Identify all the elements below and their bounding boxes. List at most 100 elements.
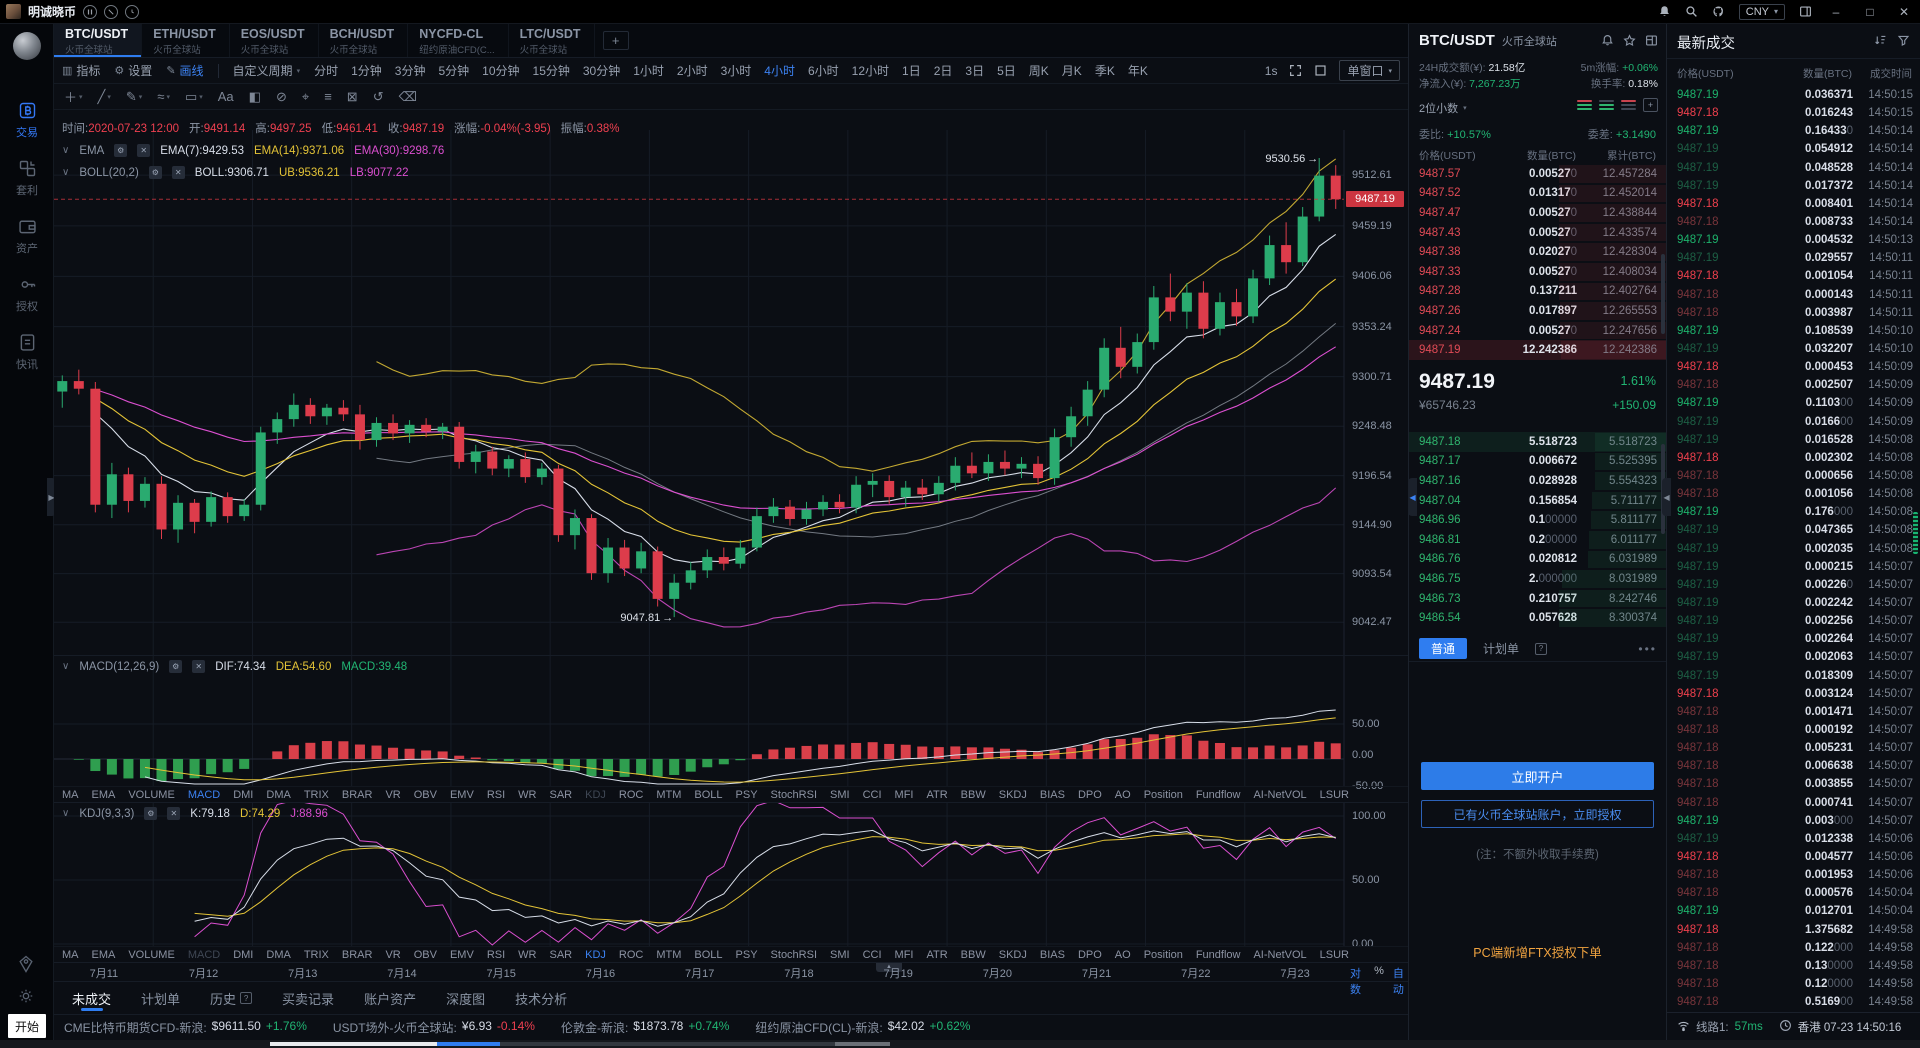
ruler-tool[interactable]: ≡ — [324, 89, 332, 104]
indicator-tab-rsi[interactable]: RSI — [486, 948, 506, 961]
trade-row[interactable]: 9487.19 0.002256 14:50:07 — [1667, 612, 1920, 630]
symbol-tab-btc-usdt[interactable]: BTC/USDT 火币全球站 — [54, 24, 143, 57]
period-2日[interactable]: 2日 — [933, 64, 953, 78]
trade-row[interactable]: 9487.19 0.029557 14:50:11 — [1667, 249, 1920, 267]
help-icon[interactable]: ? — [1535, 642, 1548, 655]
ask-row[interactable]: 9487.33 0.005270 12.408034 — [1409, 262, 1667, 282]
collapse-caret-icon[interactable]: ∨ — [62, 808, 70, 819]
clock-icon[interactable] — [125, 4, 140, 19]
screenshot-tool[interactable]: ⊠ — [347, 89, 358, 105]
ask-row[interactable]: 9487.38 0.020270 12.428304 — [1409, 242, 1667, 262]
indicator-tab-atr[interactable]: ATR — [926, 788, 948, 801]
sidebar-item-2[interactable]: 套利 — [0, 158, 54, 198]
indicator-tab-stochrsi[interactable]: StochRSI — [770, 948, 818, 961]
indicator-tab-bbw[interactable]: BBW — [960, 948, 986, 961]
indicator-tab-sar[interactable]: SAR — [549, 788, 573, 801]
indicator-tab-ao[interactable]: AO — [1114, 948, 1131, 961]
ask-row[interactable]: 9487.19 12.242386 12.242386 — [1409, 340, 1667, 360]
trade-row[interactable]: 9487.18 0.130000 14:49:58 — [1667, 957, 1920, 975]
window-mode-select[interactable]: 单窗口 ▾ — [1339, 60, 1400, 81]
trade-row[interactable]: 9487.18 0.016243 14:50:15 — [1667, 104, 1920, 122]
period-6小时[interactable]: 6小时 — [807, 64, 839, 78]
tab-plan-order[interactable]: 计划单 — [1483, 642, 1520, 656]
indicator-tab-dma[interactable]: DMA — [266, 948, 291, 961]
indicator-tab-brar[interactable]: BRAR — [341, 788, 373, 801]
indicator-tab-dmi[interactable]: DMI — [233, 788, 254, 801]
price-axis[interactable]: 9512.61 9459.19 9406.06 9353.24 9300.71 9248.… — [1344, 130, 1408, 655]
pause-icon[interactable] — [83, 4, 98, 19]
indicator-tab-brar[interactable]: BRAR — [341, 948, 373, 961]
candlestick-chart[interactable]: 时间:2020-07-23 12:00 开:9491.14 高:9497.25 低:9… — [54, 110, 1408, 655]
indicator-tab-ma[interactable]: MA — [62, 948, 79, 961]
kdj-pane[interactable]: ∨ KDJ(9,3,3) ⚙ ✕ K:79.18 D:74.29 J:88.96 100.0… — [54, 800, 1408, 1048]
trade-row[interactable]: 9487.18 0.003124 14:50:07 — [1667, 685, 1920, 703]
indicator-tab-dma[interactable]: DMA — [266, 788, 291, 801]
close-button[interactable]: ✕ — [1898, 4, 1910, 19]
trade-row[interactable]: 9487.18 0.003855 14:50:07 — [1667, 775, 1920, 793]
period-30分钟[interactable]: 30分钟 — [582, 64, 621, 78]
period-2小时[interactable]: 2小时 — [676, 64, 708, 78]
indicator-tab-psy[interactable]: PSY — [735, 788, 758, 801]
trade-row[interactable]: 9487.19 0.047365 14:50:08 — [1667, 521, 1920, 539]
trade-row[interactable]: 9487.19 0.176000 14:50:08 — [1667, 503, 1920, 521]
bid-row[interactable]: 9487.04 0.156854 5.711177 — [1409, 491, 1667, 511]
bell-icon[interactable] — [1658, 5, 1671, 18]
indicator-tab-macd[interactable]: MACD — [187, 788, 221, 801]
period-5日[interactable]: 5日 — [997, 64, 1016, 78]
layout-panel-icon[interactable] — [1799, 5, 1812, 18]
period-15分钟[interactable]: 15分钟 — [532, 64, 570, 78]
pattern-tool[interactable]: ◧ — [249, 89, 261, 105]
indicator-tab-ma[interactable]: MA — [62, 788, 79, 801]
indicator-tab-vr[interactable]: VR — [385, 788, 401, 801]
trade-row[interactable]: 9487.19 0.002035 14:50:08 — [1667, 540, 1920, 558]
custom-period-select[interactable]: 自定义周期 ▾ — [232, 64, 301, 78]
indicator-tab-mtm[interactable]: MTM — [656, 948, 682, 961]
collapse-caret-icon[interactable]: ∨ — [62, 167, 70, 178]
hide-tool[interactable]: ⊘ — [276, 89, 287, 105]
indicator-tab-kdj[interactable]: KDJ — [585, 788, 606, 801]
trade-row[interactable]: 9487.18 0.002507 14:50:09 — [1667, 376, 1920, 394]
exchange-logo[interactable] — [13, 32, 41, 60]
orderbook-collapse-handle[interactable]: ▶ — [1408, 478, 1417, 516]
crosshair-tool[interactable]: ＋ ▾ — [64, 87, 83, 106]
indicator-tab-dmi[interactable]: DMI — [233, 948, 254, 961]
symbol-tab-bch-usdt[interactable]: BCH/USDT 火币全球站 — [319, 24, 409, 57]
indicator-tab-trix[interactable]: TRIX — [303, 948, 329, 961]
indicator-tab-position[interactable]: Position — [1143, 948, 1183, 961]
period-3小时[interactable]: 3小时 — [720, 64, 752, 78]
indicator-tab-skdj[interactable]: SKDJ — [998, 948, 1027, 961]
block-icon[interactable] — [104, 4, 119, 19]
indicator-tab-atr[interactable]: ATR — [926, 948, 948, 961]
bid-row[interactable]: 9486.73 0.210757 8.242746 — [1409, 589, 1667, 609]
indicator-tab-ai-netvol[interactable]: AI-NetVOL — [1253, 788, 1307, 801]
trade-row[interactable]: 9487.19 0.012338 14:50:06 — [1667, 830, 1920, 848]
decimal-select[interactable]: 2位小数 ▾ — [1419, 103, 1467, 115]
indicator-tab-fundflow[interactable]: Fundflow — [1195, 788, 1241, 801]
trade-row[interactable]: 9487.19 0.164330 14:50:14 — [1667, 122, 1920, 140]
trades-scrollbar[interactable] — [1913, 512, 1918, 554]
trade-row[interactable]: 9487.19 0.054912 14:50:14 — [1667, 140, 1920, 158]
period-周K[interactable]: 周K — [1028, 64, 1049, 78]
log-scale-button[interactable]: 对数 — [1350, 968, 1361, 996]
indicator-tab-boll[interactable]: BOLL — [694, 788, 723, 801]
trade-row[interactable]: 9487.18 0.004577 14:50:06 — [1667, 848, 1920, 866]
indicator-tab-wr[interactable]: WR — [518, 788, 537, 801]
period-5分钟[interactable]: 5分钟 — [438, 64, 470, 78]
favorite-star-icon[interactable] — [1623, 34, 1636, 52]
asks-scrollbar[interactable] — [1661, 254, 1665, 334]
delete-tool[interactable]: ⌫ — [399, 89, 417, 105]
indicator-tab-mfi[interactable]: MFI — [894, 948, 914, 961]
bid-row[interactable]: 9487.18 5.518723 5.518723 — [1409, 432, 1667, 452]
indicator-tab-skdj[interactable]: SKDJ — [998, 788, 1027, 801]
trade-row[interactable]: 9487.18 0.000192 14:50:07 — [1667, 721, 1920, 739]
indicator-tab-lsur[interactable]: LSUR — [1319, 948, 1349, 961]
indicator-tab-stochrsi[interactable]: StochRSI — [770, 788, 818, 801]
undo-tool[interactable]: ↺ — [373, 89, 384, 105]
sidebar-collapse-handle[interactable]: ▶ — [47, 478, 56, 516]
trade-row[interactable]: 9487.18 0.003987 14:50:11 — [1667, 304, 1920, 322]
add-symbol-tab-button[interactable]: + — [602, 31, 629, 50]
trade-row[interactable]: 9487.19 0.016528 14:50:08 — [1667, 431, 1920, 449]
macd-svg[interactable] — [54, 656, 1408, 1048]
trade-row[interactable]: 9487.19 0.012701 14:50:04 — [1667, 902, 1920, 920]
percent-scale-button[interactable]: % — [1374, 965, 1384, 977]
